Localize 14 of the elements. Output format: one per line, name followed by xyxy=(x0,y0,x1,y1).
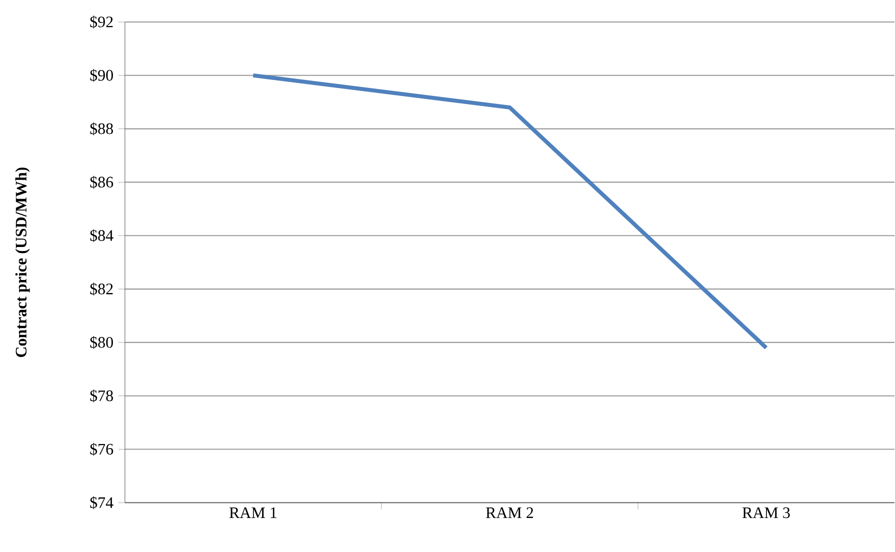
y-tick-label: $86 xyxy=(90,176,114,189)
y-axis-title: Contract price (USD/MWh) xyxy=(15,168,30,358)
y-tick-label: $84 xyxy=(90,229,114,242)
x-tick-label: RAM 2 xyxy=(486,508,533,518)
y-tick-label: $76 xyxy=(90,443,114,456)
y-tick-label: $92 xyxy=(90,16,113,29)
y-tick-label: $78 xyxy=(90,390,113,402)
y-tick-label: $80 xyxy=(90,336,113,350)
y-tick-label: $90 xyxy=(90,69,113,82)
x-tick-label: RAM 1 xyxy=(229,508,276,518)
y-tick-label: $82 xyxy=(90,282,113,296)
y-tick-label: $88 xyxy=(90,122,113,136)
y-tick-label: $74 xyxy=(90,496,114,510)
x-tick-label: RAM 3 xyxy=(742,508,790,518)
